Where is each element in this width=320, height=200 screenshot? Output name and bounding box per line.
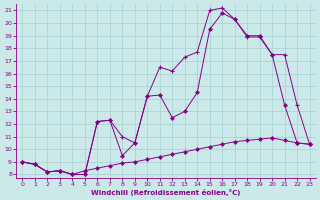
X-axis label: Windchill (Refroidissement éolien,°C): Windchill (Refroidissement éolien,°C): [91, 189, 241, 196]
